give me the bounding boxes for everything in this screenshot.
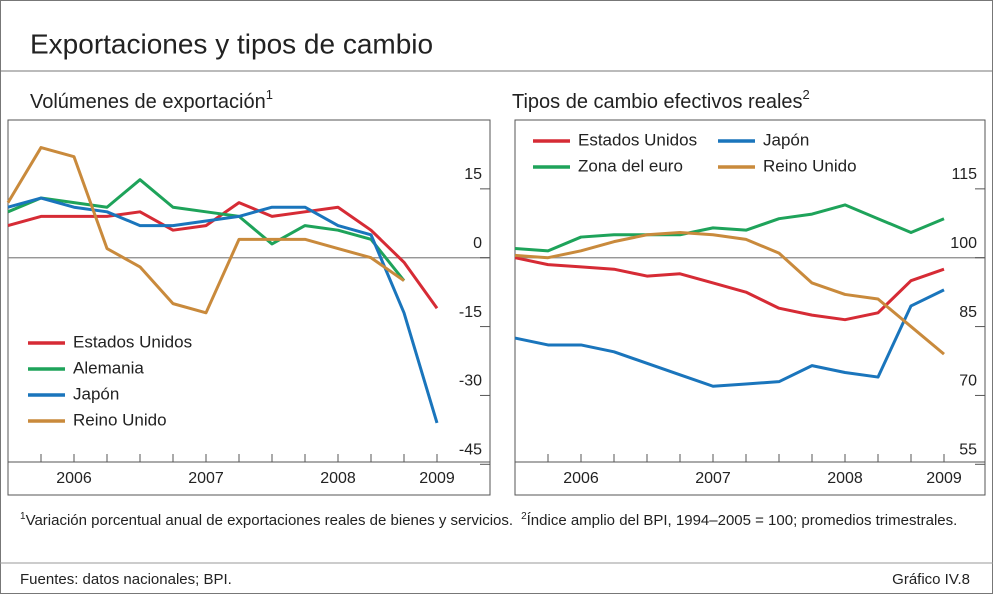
legend-label: Estados Unidos <box>578 130 697 149</box>
y-tick-label: -30 <box>459 373 482 390</box>
y-tick-label: 100 <box>950 235 977 252</box>
y-tick-label: 85 <box>959 304 977 321</box>
y-tick-label: 55 <box>959 442 977 459</box>
footnote-text: Variación porcentual anual de exportacio… <box>26 512 514 529</box>
figure-id: Gráfico IV.8 <box>892 571 970 588</box>
x-tick-label: 2006 <box>56 470 92 487</box>
series-line <box>514 256 945 322</box>
legend-label: Zona del euro <box>578 156 683 175</box>
legend-label: Reino Unido <box>73 410 167 429</box>
panel-title-text: Volúmenes de exportación <box>30 91 266 113</box>
sources: Fuentes: datos nacionales; BPI. <box>20 571 232 588</box>
footnote-marker: 1 <box>20 511 26 522</box>
legend-label: Alemania <box>73 358 144 377</box>
x-tick-label: 2007 <box>188 470 224 487</box>
panel-title-note: 2 <box>803 87 810 102</box>
y-tick-label: 15 <box>464 166 482 183</box>
series-line <box>514 230 945 356</box>
panel-title-text: Tipos de cambio efectivos reales <box>512 91 803 113</box>
x-tick-label: 2008 <box>320 470 356 487</box>
x-tick-label: 2007 <box>695 470 731 487</box>
series-line <box>6 146 405 315</box>
x-tick-label: 2009 <box>419 470 455 487</box>
y-tick-label: -45 <box>459 442 482 459</box>
x-tick-label: 2006 <box>563 470 599 487</box>
y-tick-label: 70 <box>959 373 977 390</box>
y-tick-label: -15 <box>459 304 482 321</box>
series-line <box>514 288 945 388</box>
legend-label: Estados Unidos <box>73 332 192 351</box>
figure-title: Exportaciones y tipos de cambio <box>30 28 433 59</box>
y-tick-label: 115 <box>951 166 977 183</box>
legend-label: Reino Unido <box>763 156 857 175</box>
legend-label: Japón <box>73 384 119 403</box>
x-tick-label: 2008 <box>827 470 863 487</box>
x-tick-label: 2009 <box>926 470 962 487</box>
footnotes: 1Variación porcentual anual de exportaci… <box>20 511 957 529</box>
panel-title: Tipos de cambio efectivos reales2 <box>512 87 810 113</box>
series-line <box>7 196 439 424</box>
panel-title-note: 1 <box>266 87 273 102</box>
y-tick-label: 0 <box>473 235 482 252</box>
legend-label: Japón <box>763 130 809 149</box>
panel-title: Volúmenes de exportación1 <box>30 87 273 113</box>
footnote-text: Índice amplio del BPI, 1994–2005 = 100; … <box>527 512 958 529</box>
series-line <box>7 178 406 282</box>
x-axis-strip <box>7 461 491 496</box>
series-line <box>514 203 945 253</box>
x-axis-strip <box>514 461 986 496</box>
footnote-marker: 2 <box>521 511 527 522</box>
